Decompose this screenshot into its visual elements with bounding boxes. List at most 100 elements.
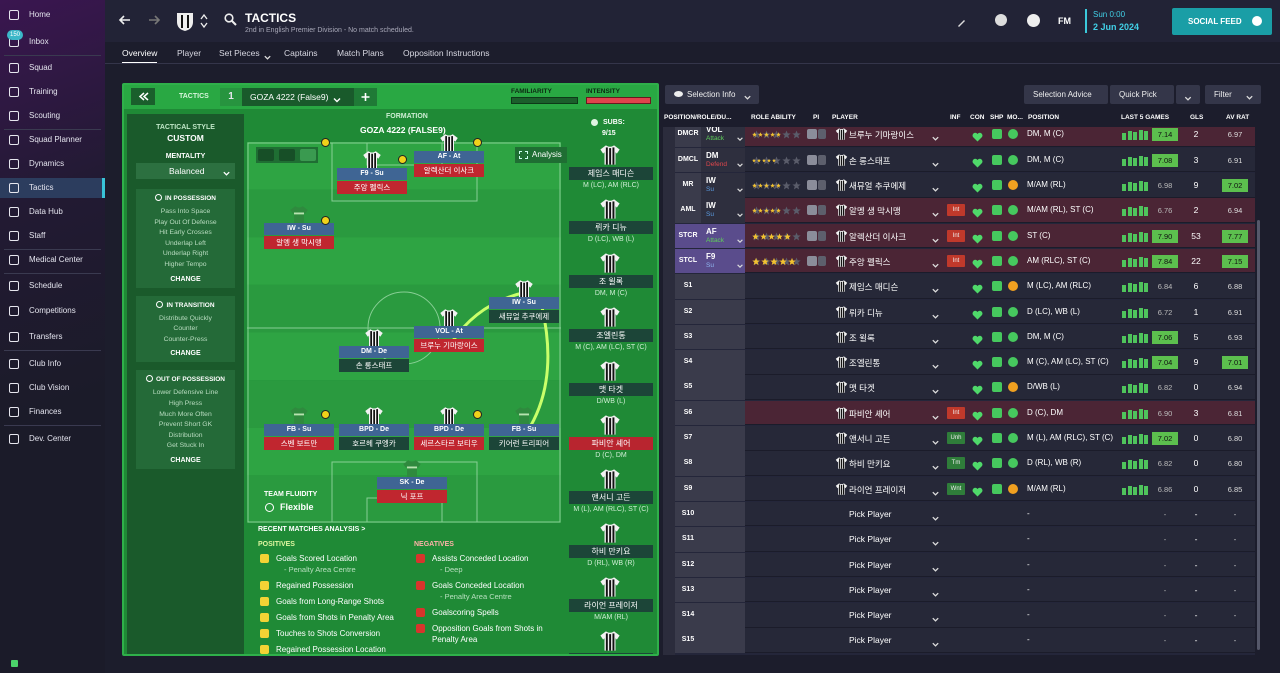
player-name[interactable]: 손 롱스태프	[339, 359, 409, 372]
player-name[interactable]: 알멩 생 막시맹	[264, 236, 334, 249]
player-name[interactable]: 세르스타르 보티우	[414, 437, 484, 450]
player-role[interactable]: FB - Su	[489, 424, 559, 436]
sub-shirt[interactable]	[599, 576, 621, 598]
player-name[interactable]: 손 롱스태프	[849, 155, 891, 166]
player-role[interactable]: BPD - De	[414, 424, 484, 436]
tab[interactable]: Opposition Instructions	[403, 48, 490, 58]
role-cell[interactable]	[701, 173, 745, 198]
player-name[interactable]: 브루누 기마랑이스	[414, 339, 484, 352]
sub-shirt[interactable]	[599, 630, 621, 652]
social-feed-button[interactable]: SOCIAL FEED	[1172, 8, 1272, 35]
sub-name[interactable]: 맷 타겟	[569, 383, 653, 396]
player-name[interactable]: 알렉산더 이사크	[414, 164, 484, 177]
player-name[interactable]: Pick Player	[849, 635, 892, 646]
player-name[interactable]: Pick Player	[849, 584, 892, 595]
sub-name[interactable]: 조 윌록	[569, 275, 653, 288]
player-row[interactable]: S4 조엘린통 M (C), AM (LC), ST (C) 7.04 9 7.01	[675, 350, 1255, 375]
player-name[interactable]: 제임스 매디슨	[849, 282, 899, 293]
pi-icon[interactable]	[807, 255, 817, 266]
player-name[interactable]: 조 윌록	[849, 332, 875, 343]
player-name[interactable]: 새뮤얼 추쿠에제	[489, 310, 559, 323]
column-header[interactable]: GLS	[1190, 114, 1204, 121]
player-row[interactable]: S15 Pick Player - - - -	[675, 628, 1255, 653]
player-name[interactable]: 알렉산더 이사크	[849, 231, 907, 242]
role-cell[interactable]	[701, 127, 745, 147]
player-name[interactable]: 키어런 트리피어	[489, 437, 559, 450]
forward-button[interactable]	[147, 13, 161, 27]
club-switch[interactable]	[200, 12, 208, 30]
player-row[interactable]: S6 파비안 셰어 Int D (C), DM 6.90 3 6.81	[675, 400, 1255, 426]
player-name[interactable]: 주앙 펠릭스	[849, 256, 891, 267]
player-role[interactable]: F9 - Su	[337, 168, 407, 180]
nav-item[interactable]: Data Hub	[0, 202, 105, 222]
manager-icon[interactable]	[995, 14, 1007, 26]
pi-icon[interactable]	[818, 230, 826, 241]
club-badge[interactable]	[175, 10, 195, 32]
sub-shirt[interactable]	[599, 414, 621, 436]
player-shirt[interactable]	[364, 328, 384, 348]
player-name[interactable]: 스벤 보트만	[264, 437, 334, 450]
player-name[interactable]: 브루누 기마랑이스	[849, 130, 914, 141]
pi-icon[interactable]	[818, 129, 826, 140]
sub-name[interactable]: 파비안 셰어	[569, 437, 653, 450]
pi-icon[interactable]	[807, 154, 817, 165]
column-header[interactable]: SHP	[990, 114, 1004, 121]
player-role[interactable]: BPD - De	[339, 424, 409, 436]
sub-shirt[interactable]	[599, 198, 621, 220]
selection-advice-button[interactable]: Selection Advice	[1024, 85, 1108, 104]
player-role[interactable]: IW - Su	[264, 223, 334, 235]
tab[interactable]: Captains	[284, 48, 318, 58]
sub-shirt[interactable]	[599, 468, 621, 490]
tab[interactable]: Match Plans	[337, 48, 384, 58]
player-name[interactable]: Pick Player	[849, 559, 892, 570]
quick-pick-dropdown[interactable]	[1176, 85, 1200, 104]
player-shirt[interactable]	[514, 406, 534, 426]
pi-icon[interactable]	[818, 154, 826, 165]
player-name[interactable]: Pick Player	[849, 610, 892, 621]
pi-icon[interactable]	[818, 255, 826, 266]
help-icon[interactable]	[1027, 14, 1040, 27]
nav-item[interactable]: Scouting	[0, 106, 105, 126]
player-role[interactable]: DM - De	[339, 346, 409, 358]
pi-icon[interactable]	[807, 129, 817, 140]
sub-shirt[interactable]	[599, 306, 621, 328]
back-button[interactable]	[118, 13, 132, 27]
player-row[interactable]: S7 앤서니 고든 Unh M (L), AM (RLC), ST (C) 7.02 0 6…	[675, 426, 1255, 451]
nav-item[interactable]: Club Vision	[0, 378, 105, 398]
column-header[interactable]: LAST 5 GAMES	[1121, 114, 1170, 121]
player-row[interactable]: S12 Pick Player - - - -	[675, 552, 1255, 577]
pi-icon[interactable]	[818, 205, 826, 216]
player-shirt[interactable]	[439, 308, 459, 328]
player-row[interactable]: S5 맷 타겟 D/WB (L) 6.82 0 6.94	[675, 375, 1255, 400]
role-cell[interactable]	[701, 147, 745, 173]
style-value[interactable]: CUSTOM	[167, 133, 204, 143]
sub-name[interactable]: 제임스 매디슨	[569, 167, 653, 180]
pi-icon[interactable]	[807, 205, 817, 216]
filter-button[interactable]: Filter	[1205, 85, 1261, 104]
nav-item[interactable]: Squad	[0, 58, 105, 78]
player-row[interactable]: AML IW Su 알멩 생 막시맹 Int M/AM (RL), ST (C) 6.76 2…	[675, 198, 1255, 223]
player-shirt[interactable]	[362, 150, 382, 170]
column-header[interactable]: POSITION	[1028, 114, 1060, 121]
sub-shirt[interactable]	[599, 522, 621, 544]
player-name[interactable]: 맷 타겟	[849, 383, 875, 394]
nav-item[interactable]: Dev. Center	[0, 429, 105, 449]
change-button[interactable]: CHANGE	[170, 350, 201, 358]
nav-item[interactable]: Training	[0, 82, 105, 102]
column-header[interactable]: INF	[950, 114, 961, 121]
player-name[interactable]: 주앙 펠릭스	[337, 181, 407, 194]
nav-item[interactable]: Club Info	[0, 354, 105, 374]
column-header[interactable]: PLAYER	[832, 114, 858, 121]
player-name[interactable]: Pick Player	[849, 508, 892, 519]
player-role[interactable]: IW - Su	[489, 297, 559, 309]
analysis-button[interactable]: Analysis	[515, 147, 567, 163]
player-row[interactable]: STCL F9 Su 주앙 펠릭스 Int AM (RLC), ST (C) 7.84 22 7…	[675, 248, 1255, 274]
player-row[interactable]: S11 Pick Player - - - -	[675, 527, 1255, 552]
player-role[interactable]: VOL - At	[414, 326, 484, 338]
player-shirt[interactable]	[439, 133, 459, 153]
player-shirt[interactable]	[289, 205, 309, 225]
nav-item[interactable]: Dynamics	[0, 154, 105, 174]
player-row[interactable]: S2 뤼카 디뉴 D (LC), WB (L) 6.72 1 6.91	[675, 299, 1255, 324]
player-name[interactable]: 닉 포프	[377, 490, 447, 503]
search-icon[interactable]	[224, 13, 237, 26]
